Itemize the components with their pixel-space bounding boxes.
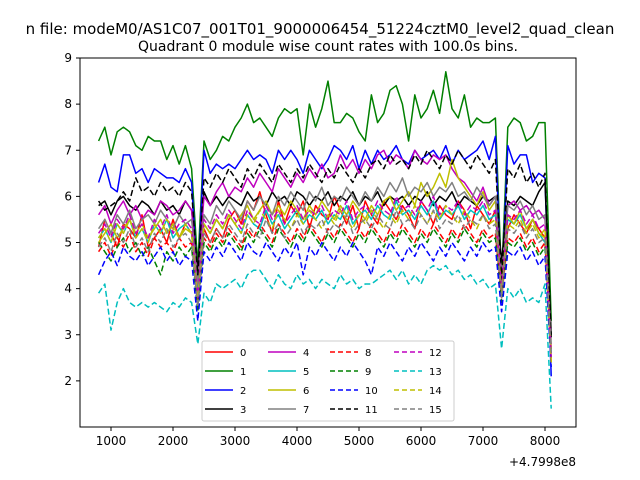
y-tick-label: 8: [64, 97, 72, 111]
series-line-9: [97, 227, 552, 358]
x-tick-label: 6000: [406, 434, 437, 448]
x-tick-label: 4000: [282, 434, 313, 448]
y-tick-label: 5: [64, 236, 72, 250]
y-tick-label: 3: [64, 328, 72, 342]
y-tick-label: 9: [64, 51, 72, 65]
x-tick-label: 2000: [158, 434, 189, 448]
series-line-13: [97, 264, 552, 409]
series-line-14: [97, 204, 552, 363]
legend-label-8: 8: [365, 348, 371, 359]
y-tick-label: 4: [64, 282, 72, 296]
series-line-4: [97, 149, 552, 354]
series-line-1: [97, 71, 552, 321]
legend-label-9: 9: [365, 367, 371, 378]
legend-label-3: 3: [240, 405, 246, 416]
y-tick-label: 6: [64, 189, 72, 203]
legend-box: [201, 340, 455, 422]
series-line-7: [97, 177, 552, 345]
x-axis: 1000 2000 3000 4000 5000 6000 7000 8000: [96, 427, 561, 448]
legend-label-12: 12: [429, 348, 442, 359]
y-tick-label: 7: [64, 143, 72, 157]
series-line-2: [97, 135, 552, 377]
x-tick-label: 3000: [220, 434, 251, 448]
x-tick-label: 5000: [344, 434, 375, 448]
series-line-8: [97, 223, 552, 354]
series-line-5: [97, 200, 552, 354]
legend-label-6: 6: [303, 386, 309, 397]
legend-label-0: 0: [240, 348, 246, 359]
legend-label-13: 13: [429, 367, 442, 378]
series-line-10: [97, 241, 552, 368]
x-offset-text: +4.7998e8: [509, 455, 576, 469]
series-line-11: [97, 149, 552, 340]
x-tick-label: 8000: [530, 434, 561, 448]
x-tick-label: 1000: [96, 434, 127, 448]
y-tick-label: 2: [64, 374, 72, 388]
legend-label-15: 15: [429, 405, 442, 416]
legend-label-1: 1: [240, 367, 246, 378]
legend-label-10: 10: [365, 386, 378, 397]
legend-label-5: 5: [303, 367, 309, 378]
series-layer: [97, 71, 552, 409]
series-line-15: [97, 209, 552, 354]
legend-label-4: 4: [303, 348, 309, 359]
legend-label-11: 11: [365, 405, 378, 416]
legend-label-14: 14: [429, 386, 442, 397]
x-tick-label: 7000: [468, 434, 499, 448]
figure-suptitle: n file: modeM0/AS1C07_001T01_9000006454_…: [26, 20, 615, 39]
y-axis: 2 3 4 5 6 7 8 9: [64, 51, 80, 388]
series-line-12: [97, 195, 552, 358]
legend-label-7: 7: [303, 405, 309, 416]
legend-label-2: 2: [240, 386, 246, 397]
chart-title: Quadrant 0 module wise count rates with …: [138, 39, 518, 55]
